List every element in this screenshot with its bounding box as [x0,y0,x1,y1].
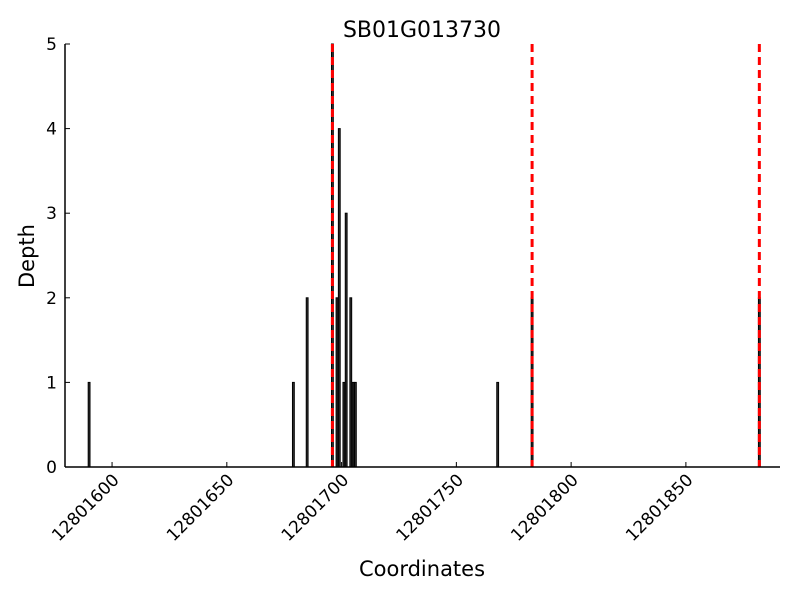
y-tick-label: 3 [46,204,57,224]
bar [353,381,357,468]
bar [305,297,309,468]
bar [344,212,348,468]
bar [342,381,346,468]
bar [87,381,91,468]
y-axis-label: Depth [15,224,39,288]
bar [291,381,295,468]
y-tick-label: 4 [46,120,57,140]
y-tick-label: 2 [46,289,57,309]
x-tick-label: 12801850 [622,470,697,545]
x-axis-label: Coordinates [359,557,485,581]
x-tick-label: 12801800 [507,470,582,545]
bar [337,128,341,468]
x-tick-label: 12801650 [163,470,238,545]
y-tick-label: 5 [46,35,57,55]
chart-title: SB01G013730 [343,18,501,43]
bar [496,381,500,468]
x-tick-label: 12801600 [48,470,123,545]
x-tick-label: 12801700 [278,470,353,545]
y-tick-label: 1 [46,373,57,393]
x-tick-label: 12801750 [393,470,468,545]
bar [335,297,339,468]
bar [351,381,355,468]
y-tick-label: 0 [46,458,57,478]
bar [349,297,353,468]
